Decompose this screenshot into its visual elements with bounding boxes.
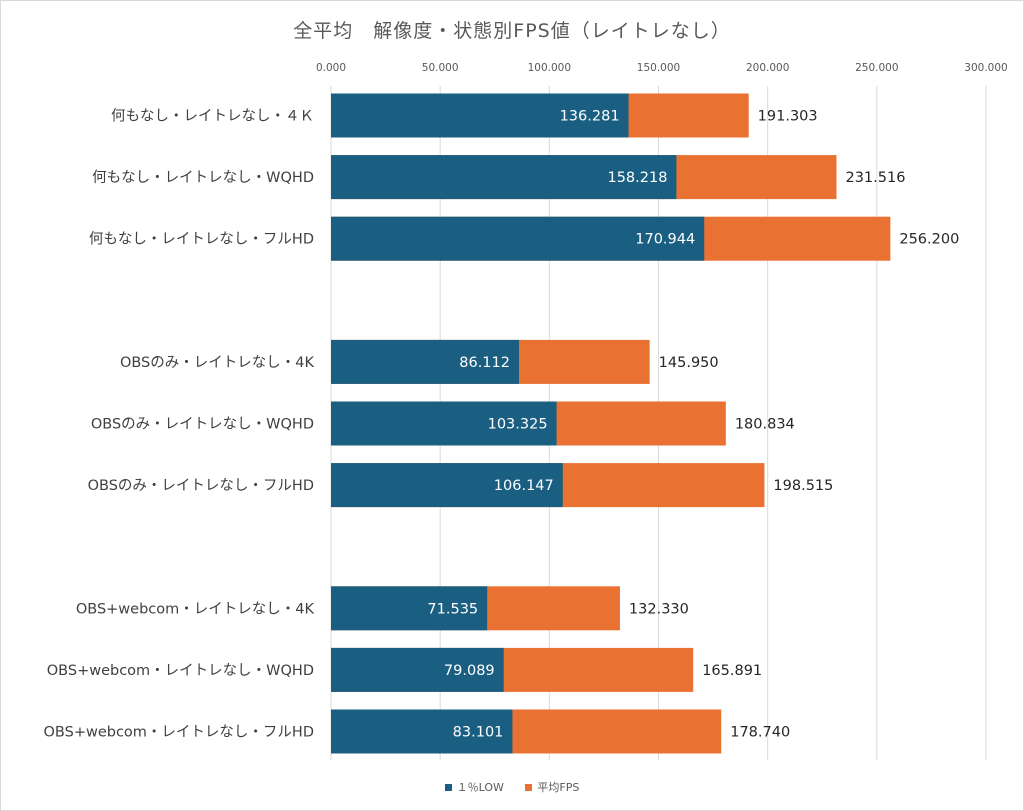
bar-1pct-low (331, 339, 520, 384)
bar-1pct-low (331, 709, 513, 754)
data-label-avg-fps: 145.950 (659, 355, 719, 371)
category-label: OBSのみ・レイトレなし・WQHD (91, 416, 314, 433)
data-label-1pct-low: 83.101 (453, 725, 504, 741)
x-tick-label: 200.000 (746, 62, 789, 74)
legend-label-low: １％LOW (456, 781, 504, 794)
category-label: 何もなし・レイトレなし・４Ｋ (111, 108, 314, 125)
category-labels: 何もなし・レイトレなし・４Ｋ 何もなし・レイトレなし・WQHD 何もなし・レイトレな… (44, 108, 315, 741)
data-label-1pct-low: 106.147 (494, 478, 554, 494)
data-label-1pct-low: 170.944 (635, 232, 695, 248)
category-label: OBS+webcom・レイトレなし・4K (76, 600, 315, 617)
data-label-1pct-low: 86.112 (459, 355, 510, 371)
data-label-avg-fps: 231.516 (845, 170, 905, 186)
x-tick-label: 0.000 (316, 62, 346, 74)
x-axis-ticks: 0.000 50.000 100.000 150.000 200.000 250.000 3… (316, 62, 1008, 74)
data-labels: 136.281 191.303 158.218 231.516 170.944 256.2… (427, 109, 959, 741)
legend: １％LOW 平均FPS (0, 779, 1024, 795)
category-label: OBS+webcom・レイトレなし・フルHD (44, 724, 314, 741)
data-label-avg-fps: 256.200 (899, 232, 959, 248)
data-label-avg-fps: 191.303 (758, 109, 818, 125)
data-label-avg-fps: 132.330 (629, 601, 689, 617)
bar-1pct-low (331, 463, 563, 508)
data-label-avg-fps: 178.740 (730, 725, 790, 741)
legend-swatch-low (444, 783, 452, 791)
legend-label-avg: 平均FPS (537, 781, 580, 794)
chart-title: 全平均 解像度・状態別FPS値（レイトレなし） (293, 20, 731, 42)
x-tick-label: 150.000 (637, 62, 680, 74)
bar-1pct-low (331, 216, 705, 261)
category-label: 何もなし・レイトレなし・WQHD (92, 169, 314, 186)
category-label: 何もなし・レイトレなし・フルHD (89, 231, 314, 248)
x-tick-label: 250.000 (855, 62, 898, 74)
bar-1pct-low (331, 93, 629, 138)
bar-1pct-low (331, 401, 557, 446)
category-label: OBSのみ・レイトレなし・4K (120, 354, 315, 371)
data-label-avg-fps: 198.515 (773, 478, 833, 494)
data-label-1pct-low: 136.281 (560, 109, 620, 125)
data-label-1pct-low: 79.089 (444, 663, 495, 679)
data-label-1pct-low: 71.535 (427, 601, 478, 617)
legend-item-avg: 平均FPS (525, 779, 579, 795)
data-label-1pct-low: 103.325 (488, 417, 548, 433)
x-tick-label: 300.000 (964, 62, 1007, 74)
legend-item-low: １％LOW (444, 779, 504, 795)
bar-1pct-low (331, 647, 504, 692)
bar-1pct-low (331, 586, 488, 631)
data-label-1pct-low: 158.218 (607, 170, 667, 186)
data-label-avg-fps: 180.834 (735, 417, 795, 433)
x-tick-label: 50.000 (422, 62, 459, 74)
bar-1pct-low (331, 155, 677, 200)
data-label-avg-fps: 165.891 (702, 663, 762, 679)
bars (331, 93, 891, 754)
category-label: OBSのみ・レイトレなし・フルHD (88, 477, 314, 494)
x-tick-label: 100.000 (528, 62, 571, 74)
legend-swatch-avg (525, 783, 533, 791)
category-label: OBS+webcom・レイトレなし・WQHD (47, 662, 314, 679)
